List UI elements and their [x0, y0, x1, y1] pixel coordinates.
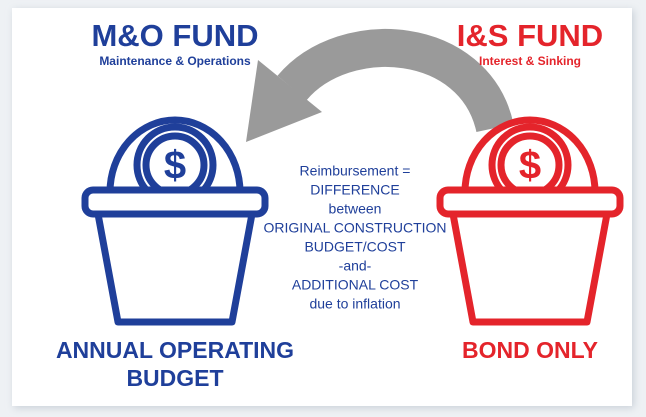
bucket-rim	[85, 190, 265, 214]
fund-subtitle: Maintenance & Operations	[99, 54, 251, 68]
fund-label: ANNUAL OPERATING	[56, 337, 294, 363]
bucket-body	[453, 214, 607, 322]
fund-label: BUDGET	[126, 365, 223, 391]
fund-title: I&S FUND	[457, 18, 603, 53]
explanation-line: DIFFERENCE	[310, 182, 399, 198]
explanation-line: Reimbursement =	[300, 163, 411, 179]
explanation-line: -and-	[339, 258, 372, 274]
dollar-sign: $	[519, 144, 541, 188]
diagram: $ $ M&O FUND Maintenance & Operations I&…	[0, 0, 646, 417]
explanation-line: ORIGINAL CONSTRUCTION	[263, 220, 446, 236]
fund-title: M&O FUND	[91, 18, 258, 53]
explanation-line: BUDGET/COST	[304, 239, 406, 255]
explanation-line: ADDITIONAL COST	[292, 277, 419, 293]
explanation-line: between	[329, 201, 382, 217]
fund-label: BOND ONLY	[462, 337, 598, 363]
bucket-body	[98, 214, 252, 322]
explanation-line: due to inflation	[309, 296, 400, 312]
bucket-rim	[440, 190, 620, 214]
page: {"left_fund": {"title": "M&O FUND", "sub…	[0, 0, 646, 417]
fund-subtitle: Interest & Sinking	[479, 54, 581, 68]
dollar-sign: $	[164, 144, 186, 188]
